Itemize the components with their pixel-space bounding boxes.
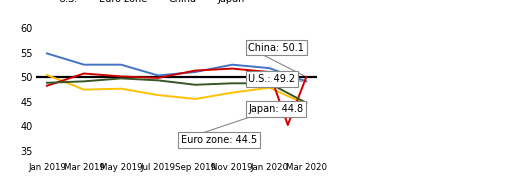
Text: U.S.: 49.2: U.S.: 49.2 [248, 74, 295, 84]
Legend: U.S., Euro zone, China, Japan: U.S., Euro zone, China, Japan [40, 0, 249, 8]
Text: Japan: 44.8: Japan: 44.8 [248, 104, 304, 114]
Text: China: 50.1: China: 50.1 [248, 43, 304, 53]
Text: Euro zone: 44.5: Euro zone: 44.5 [181, 135, 257, 145]
